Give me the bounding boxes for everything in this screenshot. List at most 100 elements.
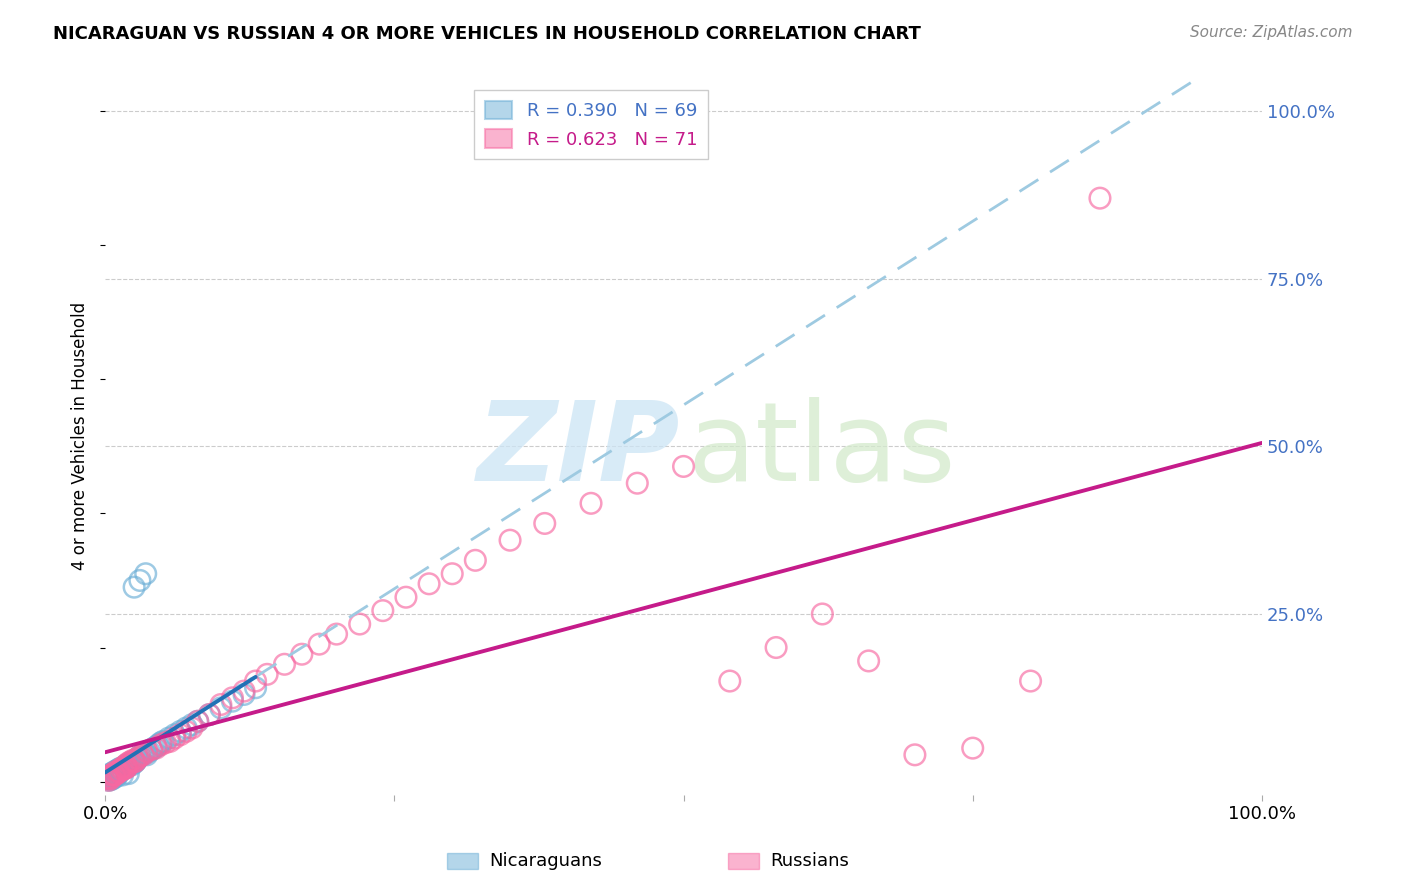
Point <box>395 591 418 605</box>
Point <box>97 773 120 788</box>
Point <box>104 764 127 779</box>
Point <box>1019 674 1042 689</box>
Point <box>115 760 138 774</box>
Point <box>141 742 163 756</box>
Point <box>418 576 440 591</box>
Point <box>111 763 134 777</box>
Point <box>163 728 186 742</box>
Point <box>111 768 134 782</box>
Point <box>145 739 167 754</box>
Point <box>110 763 132 777</box>
Point <box>122 756 145 770</box>
Point <box>441 566 464 581</box>
Point <box>129 574 152 588</box>
Point <box>110 764 132 779</box>
Point <box>308 637 330 651</box>
Point <box>114 761 136 775</box>
Point <box>159 734 181 748</box>
Point <box>962 741 984 756</box>
Point <box>114 761 136 775</box>
Point <box>98 768 121 782</box>
Point <box>98 769 121 783</box>
Point <box>174 721 197 735</box>
Text: Source: ZipAtlas.com: Source: ZipAtlas.com <box>1189 25 1353 40</box>
Point <box>122 755 145 769</box>
Point <box>108 764 131 779</box>
Point <box>103 764 125 779</box>
Point <box>811 607 834 621</box>
Legend: R = 0.390   N = 69, R = 0.623   N = 71: R = 0.390 N = 69, R = 0.623 N = 71 <box>474 90 707 160</box>
Point <box>107 766 129 780</box>
Point <box>131 747 153 762</box>
Point <box>120 755 142 769</box>
Point <box>371 604 394 618</box>
Point <box>104 768 127 782</box>
Point <box>115 757 138 772</box>
Point <box>101 772 124 786</box>
Point <box>245 674 267 689</box>
Point <box>100 772 122 786</box>
Point <box>107 764 129 779</box>
Point <box>96 772 118 786</box>
Point <box>122 755 145 769</box>
Point <box>105 769 128 783</box>
Point <box>97 772 120 786</box>
Point <box>115 760 138 774</box>
Point <box>221 694 243 708</box>
Point <box>291 647 314 661</box>
Point <box>187 714 209 729</box>
Point <box>100 768 122 782</box>
Point <box>121 757 143 772</box>
Point <box>256 667 278 681</box>
Point <box>672 459 695 474</box>
Point <box>103 772 125 786</box>
Point <box>122 753 145 767</box>
Point <box>904 747 927 762</box>
Point <box>98 772 121 786</box>
Point <box>209 701 232 715</box>
Point <box>464 553 486 567</box>
Point <box>97 773 120 788</box>
Point <box>124 755 146 769</box>
Point <box>145 741 167 756</box>
Point <box>765 640 787 655</box>
Point <box>120 756 142 770</box>
Point <box>198 707 221 722</box>
Point <box>499 533 522 548</box>
Point <box>108 764 131 779</box>
Text: atlas: atlas <box>688 397 956 504</box>
Text: Russians: Russians <box>770 852 849 870</box>
Point <box>142 741 165 756</box>
Point <box>134 747 156 761</box>
Point <box>97 769 120 783</box>
Point <box>124 755 146 769</box>
Point <box>115 757 138 772</box>
Point <box>100 766 122 780</box>
Point <box>181 721 204 735</box>
Point <box>117 766 139 780</box>
Point <box>110 761 132 775</box>
Point <box>858 654 880 668</box>
Y-axis label: 4 or more Vehicles in Household: 4 or more Vehicles in Household <box>72 302 89 570</box>
Point <box>104 764 127 779</box>
Point <box>1088 191 1111 205</box>
Point <box>110 761 132 775</box>
Point <box>533 516 555 531</box>
Point <box>221 690 243 705</box>
Point <box>101 768 124 782</box>
Point <box>152 734 174 748</box>
Point <box>127 751 149 765</box>
Point <box>129 749 152 764</box>
Text: NICARAGUAN VS RUSSIAN 4 OR MORE VEHICLES IN HOUSEHOLD CORRELATION CHART: NICARAGUAN VS RUSSIAN 4 OR MORE VEHICLES… <box>53 25 921 43</box>
Point <box>129 749 152 764</box>
Point <box>110 763 132 777</box>
Point <box>107 763 129 777</box>
Point <box>349 617 371 632</box>
Point <box>273 657 295 672</box>
Point <box>174 724 197 739</box>
Point <box>112 760 135 774</box>
Text: Nicaraguans: Nicaraguans <box>489 852 602 870</box>
Point <box>103 766 125 780</box>
Point <box>100 769 122 783</box>
Point <box>122 580 145 594</box>
